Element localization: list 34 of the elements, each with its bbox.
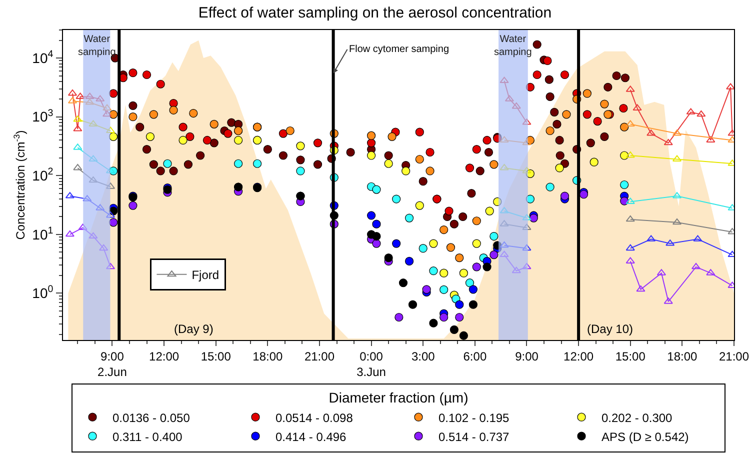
x-tick-label: 0:00 3.Jun: [356, 349, 386, 379]
legend-label: 0.0136 - 0.050: [112, 410, 190, 425]
y-tick-label: 10$^{1}$: [32, 225, 54, 242]
y-tick-label: 10$^{2}$: [32, 166, 54, 184]
x-tick-label: 3:00: [411, 349, 436, 364]
x-tick-label: 9:00 2.Jun: [98, 349, 127, 379]
legend-label: 0.514 - 0.737: [438, 430, 510, 444]
x-tick-label: 9:00: [515, 349, 539, 364]
legend-label: 0.414 - 0.496: [276, 430, 347, 444]
chart-title: Effect of water sampling on the aerosol concentration: [198, 4, 552, 22]
legend-label: 0.202 - 0.300: [602, 410, 673, 425]
legend-title: Diameter fraction (µm): [328, 390, 468, 406]
y-tick-label: 10$^{0}$: [32, 284, 54, 302]
annotation: (Day 10): [587, 322, 634, 336]
legend-label: APS (D ≥ 0.542): [602, 430, 689, 444]
legend-label: 0.311 - 0.400: [112, 430, 183, 444]
legend-label: 0.0514 - 0.098: [276, 410, 354, 425]
legend-label: Fjord: [192, 268, 220, 282]
x-tick-label: 18:00: [667, 349, 698, 364]
legend-label: 0.102 - 0.195: [438, 410, 510, 425]
x-tick-label: 18:00: [252, 349, 284, 364]
band-label: Water samping: [494, 34, 532, 58]
x-tick-label: 12:00: [564, 349, 594, 364]
x-tick-label: 15:00: [615, 349, 646, 364]
y-tick-label: 10$^{3}$: [32, 108, 54, 125]
x-tick-label: 15:00: [200, 349, 232, 364]
ref-line-label: Flow cytomer samping: [349, 44, 450, 55]
annotation: (Day 9): [174, 322, 214, 336]
y-tick-label: 10$^{4}$: [32, 49, 54, 66]
x-tick-label: 21:00: [304, 349, 335, 364]
band-label: Water samping: [78, 34, 116, 58]
x-tick-label: 12:00: [149, 349, 180, 364]
x-tick-label: 21:00: [718, 349, 750, 364]
x-tick-label: 6:00: [463, 349, 487, 364]
